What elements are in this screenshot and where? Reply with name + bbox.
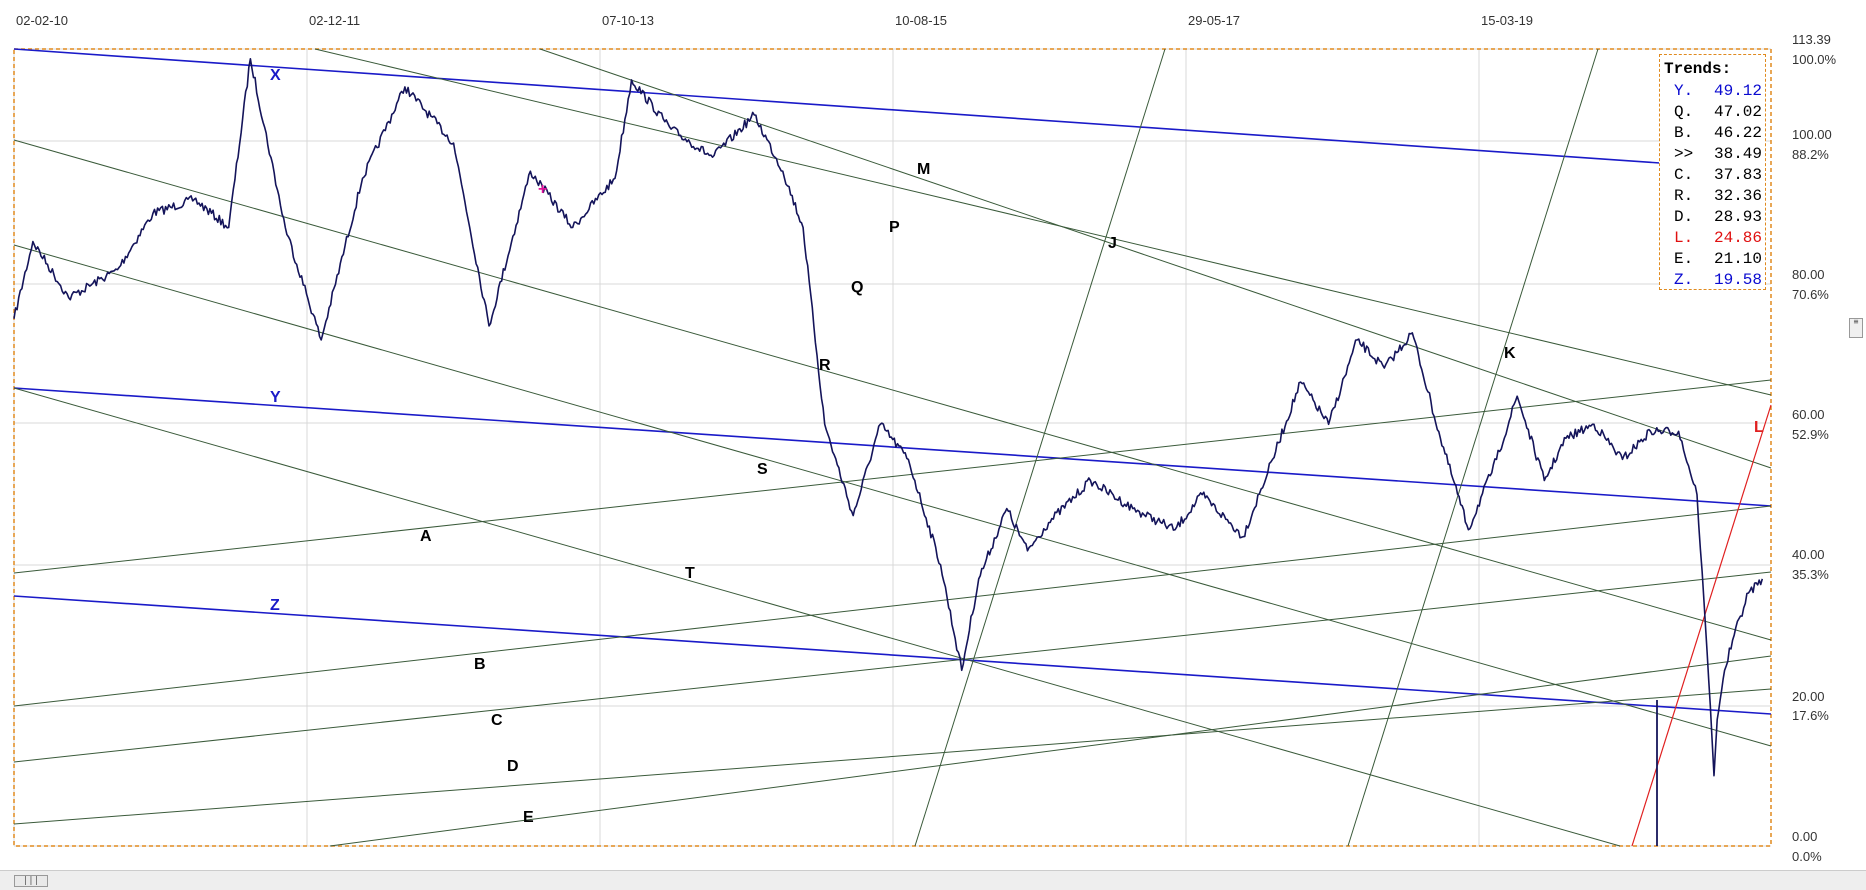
trendline-label-j: J <box>1108 235 1117 252</box>
trendline-label-k: K <box>1504 345 1516 362</box>
horizontal-scrollbar[interactable]: ||| <box>0 870 1866 890</box>
red-trendline <box>1631 404 1772 847</box>
trendline-label-b: B <box>474 656 486 673</box>
x-tick-label: 02-12-11 <box>309 13 360 28</box>
trendline-label-c: C <box>491 712 503 729</box>
trendline-label-p: P <box>889 219 900 236</box>
green-trendline <box>314 48 1772 396</box>
trend-row-value: 21.10 <box>1714 250 1762 268</box>
trendline-label-x: X <box>270 67 281 84</box>
trend-row-value: 24.86 <box>1714 229 1762 247</box>
green-trendline <box>13 244 1772 747</box>
green-trendline <box>1347 48 1599 847</box>
trendline-label-l: L <box>1754 419 1764 436</box>
blue-trendline <box>13 48 1661 164</box>
y-price-label: 113.39 <box>1792 32 1831 47</box>
y-price-label: 40.00 <box>1792 547 1825 562</box>
blue-trendline <box>13 387 1772 507</box>
trendline-label-z: Z <box>270 597 280 614</box>
trend-row-label: C. <box>1674 166 1693 184</box>
event-marker: + <box>538 181 547 198</box>
y-percent-label: 17.6% <box>1792 708 1829 723</box>
trend-row-label: E. <box>1674 250 1693 268</box>
trend-row-label: Z. <box>1674 271 1693 289</box>
y-percent-label: 70.6% <box>1792 287 1829 302</box>
trends-title: Trends: <box>1664 60 1731 78</box>
trendline-label-y: Y <box>270 389 281 406</box>
trendline-label-m: M <box>917 161 930 178</box>
trend-row-value: 38.49 <box>1714 145 1762 163</box>
y-price-label: 0.00 <box>1792 829 1817 844</box>
trend-row-label: R. <box>1674 187 1693 205</box>
price-series <box>13 58 1764 846</box>
green-trendline <box>13 379 1772 574</box>
trendline-labels: X Y Z M P Q R S T A B C D E J K L + <box>270 67 1764 826</box>
green-trendline <box>13 387 1621 847</box>
vertical-scroll-handle[interactable]: ≡ <box>1849 318 1863 338</box>
x-tick-label: 15-03-19 <box>1481 13 1533 28</box>
trend-row-label: Y. <box>1674 82 1693 100</box>
plot-frame <box>13 48 1772 847</box>
trendline-label-a: A <box>420 528 432 545</box>
y-percent-label: 35.3% <box>1792 567 1829 582</box>
y-percent-label: 52.9% <box>1792 427 1829 442</box>
green-trendline <box>13 505 1772 707</box>
trend-row-value: 37.83 <box>1714 166 1762 184</box>
price-line <box>13 58 1764 777</box>
trends-panel-content: Trends: Y. 49.12 Q. 47.02 B. 46.22 >> 38.49 C. 37.… <box>1664 60 1762 289</box>
x-axis: 02-02-10 02-12-11 07-10-13 10-08-15 29-05-17… <box>16 13 1533 28</box>
x-tick-label: 10-08-15 <box>895 13 947 28</box>
trend-row-value: 19.58 <box>1714 271 1762 289</box>
y-price-label: 60.00 <box>1792 407 1825 422</box>
trend-row-value: 49.12 <box>1714 82 1762 100</box>
y-price-label: 80.00 <box>1792 267 1825 282</box>
trend-row-label: >> <box>1674 145 1693 163</box>
scrollbar-thumb[interactable]: ||| <box>14 875 48 887</box>
y-price-label: 20.00 <box>1792 689 1825 704</box>
y-percent-label: 0.0% <box>1792 849 1822 864</box>
trend-row-label: B. <box>1674 124 1693 142</box>
trend-row-value: 47.02 <box>1714 103 1762 121</box>
trendlines <box>13 48 1772 847</box>
trend-row-value: 32.36 <box>1714 187 1762 205</box>
trendline-label-s: S <box>757 461 768 478</box>
trendline-label-q: Q <box>851 279 863 296</box>
green-trendline <box>13 139 1772 641</box>
x-tick-label: 29-05-17 <box>1188 13 1240 28</box>
y-percent-label: 100.0% <box>1792 52 1837 67</box>
green-trendline <box>914 48 1166 847</box>
trendline-label-e: E <box>523 809 534 826</box>
trend-row-value: 46.22 <box>1714 124 1762 142</box>
trend-row-label: D. <box>1674 208 1693 226</box>
y-price-label: 100.00 <box>1792 127 1832 142</box>
trendline-label-t: T <box>685 565 695 582</box>
x-tick-label: 02-02-10 <box>16 13 68 28</box>
green-trendline <box>539 48 1772 469</box>
green-trendline <box>13 571 1772 763</box>
trends-panel: Trends: Y. 49.12 Q. 47.02 B. 46.22 >> 38.49 C. 37.… <box>1659 54 1766 290</box>
y-percent-label: 88.2% <box>1792 147 1829 162</box>
trend-row-value: 28.93 <box>1714 208 1762 226</box>
trend-row-label: L. <box>1674 229 1693 247</box>
trend-row-label: Q. <box>1674 103 1693 121</box>
trendline-label-r: R <box>819 357 831 374</box>
green-trendline <box>329 655 1772 847</box>
trendline-label-d: D <box>507 758 519 775</box>
green-trendline <box>13 688 1772 825</box>
x-tick-label: 07-10-13 <box>602 13 654 28</box>
y-axis: 113.39 100.00 80.00 60.00 40.00 20.00 0.00 100.… <box>1792 32 1837 864</box>
